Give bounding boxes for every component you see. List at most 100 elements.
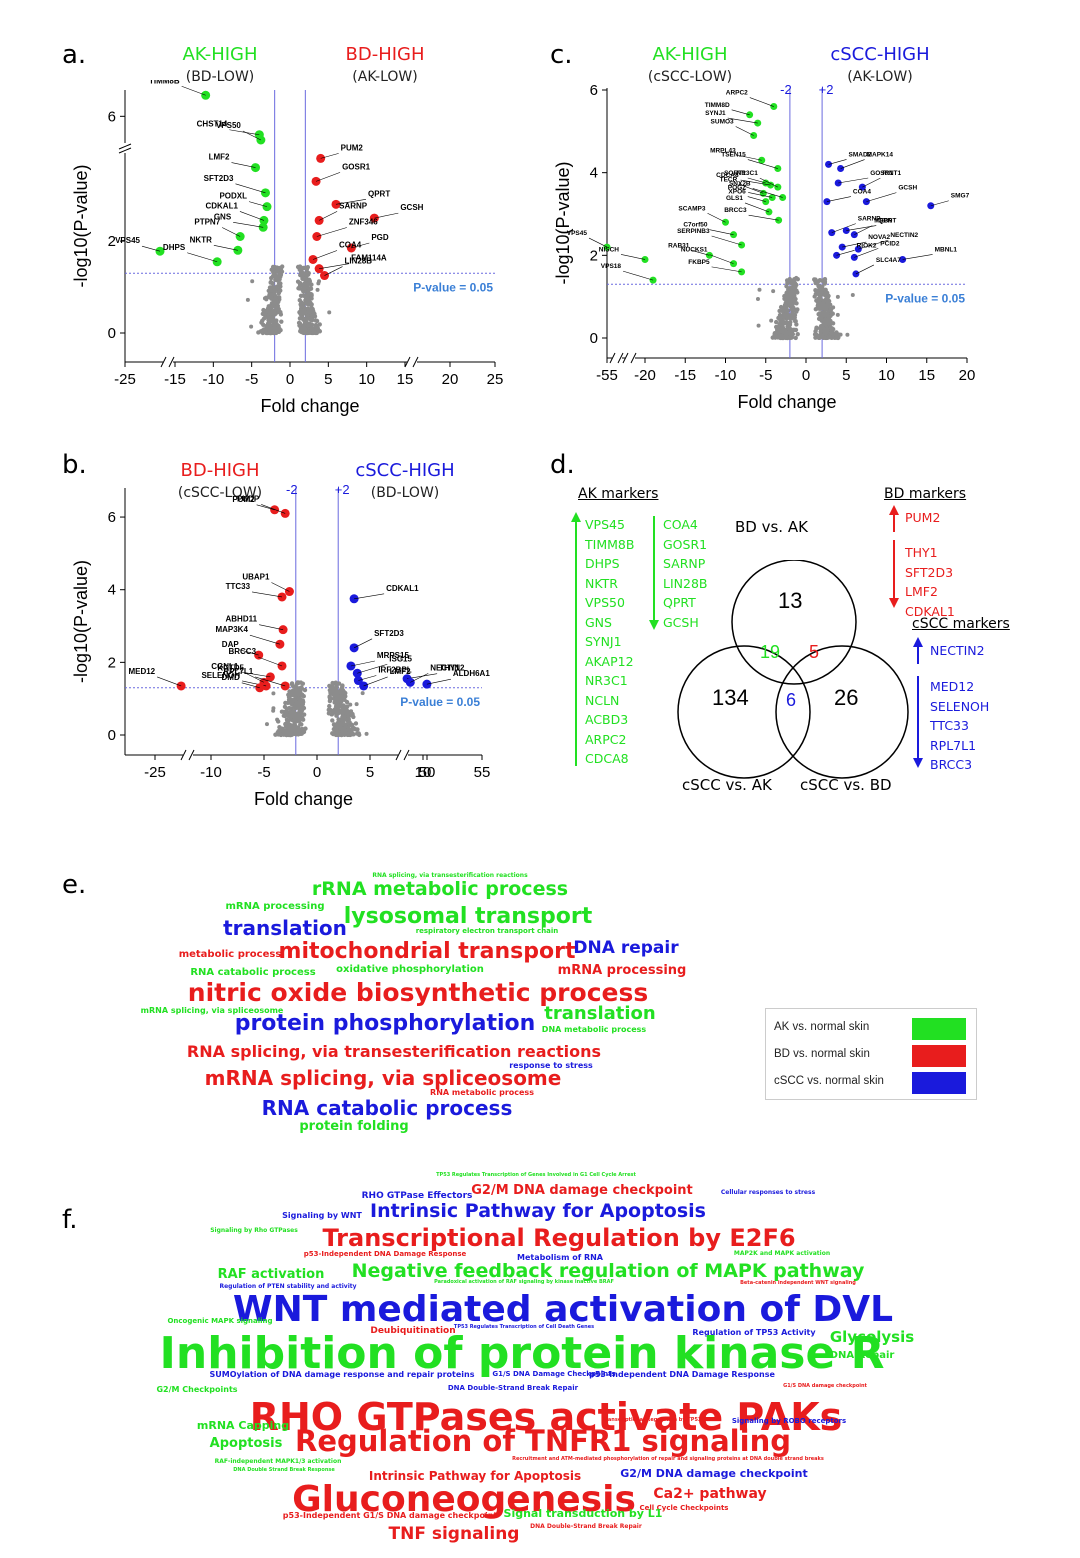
wordcloud-f-term: Cellular responses to stress <box>720 1189 816 1196</box>
ns-point <box>317 322 322 327</box>
ns-point <box>830 321 836 326</box>
marker-gene: TIMM8B <box>585 536 635 552</box>
ns-point <box>793 327 799 333</box>
ns-point <box>334 691 340 697</box>
point-label: GLS1 <box>726 195 743 202</box>
wordcloud-f-term: Intrinsic Pathway for Apoptosis <box>370 1200 706 1222</box>
x-tick-label: 5 <box>842 367 850 384</box>
marker-gene: SFT2D3 <box>905 564 954 580</box>
ns-point <box>779 321 784 327</box>
ns-point <box>302 293 307 298</box>
panel-e-letter: e. <box>62 870 87 900</box>
ns-point <box>278 284 283 289</box>
ns-point <box>327 694 332 700</box>
panel-d-letter: d. <box>550 450 575 480</box>
ns-point <box>273 296 278 302</box>
ns-point <box>307 329 312 335</box>
ns-point <box>785 314 790 320</box>
label-leader <box>709 254 734 264</box>
y-tick-label: 0 <box>590 330 598 347</box>
venn-count-csccak-csccbd: 6 <box>786 690 797 710</box>
point-label: SNX2B <box>729 180 751 187</box>
ns-point <box>813 280 818 286</box>
point-label: TECR <box>720 176 738 183</box>
ns-point <box>273 287 279 292</box>
data-point <box>280 508 290 518</box>
point-label: NISCH <box>599 246 620 253</box>
ns-point <box>332 707 337 713</box>
ns-point <box>301 265 306 271</box>
y-axis-label: -log10(P-value) <box>555 161 573 284</box>
wordcloud-e-term: oxidative phosphorylation <box>336 964 484 975</box>
label-leader <box>319 263 350 269</box>
legend-swatch-cscc <box>912 1072 966 1094</box>
point-label: PGD <box>371 233 389 242</box>
label-leader <box>187 252 218 263</box>
marker-gene: CDKAL1 <box>905 603 955 619</box>
label-leader <box>261 504 286 514</box>
point-label: DHPS <box>163 243 186 252</box>
ns-point <box>273 330 279 336</box>
wordcloud-f-term: Deubiquitination <box>370 1326 456 1336</box>
ns-point <box>337 689 343 694</box>
bd-down-list: THY1 SFT2D3 LMF2 CDKAL1 <box>905 543 955 621</box>
data-point <box>260 188 270 198</box>
ns-point <box>831 305 836 310</box>
label-leader <box>842 241 867 248</box>
panel-b-left-header: BD-HIGH (cSCC-LOW) <box>177 460 263 501</box>
data-point <box>754 119 762 127</box>
ns-point <box>825 295 830 300</box>
ns-point <box>291 691 297 696</box>
x-tick-label: 0 <box>802 367 810 384</box>
ns-point <box>305 299 310 304</box>
ns-point <box>333 703 339 709</box>
ns-point <box>267 330 273 336</box>
ns-point <box>298 698 303 703</box>
marker-gene: TTC33 <box>930 718 969 733</box>
panel-a-left-header: AK-HIGH (BD-LOW) <box>182 44 258 85</box>
marker-gene: LIN28B <box>663 575 708 591</box>
ns-point <box>289 701 294 707</box>
point-label: ALDH6A1 <box>453 669 490 678</box>
point-label: SYNJ1 <box>705 110 726 117</box>
point-label: FAM114A <box>351 254 387 263</box>
venn-label-cscc-bd: cSCC vs. BD <box>800 776 892 794</box>
label-leader <box>846 225 877 231</box>
ns-point <box>277 272 282 278</box>
ns-point <box>285 718 290 723</box>
x-tick-label: -25 <box>114 371 136 388</box>
ns-point <box>336 717 341 722</box>
bd-markers-title: BD markers <box>884 486 967 502</box>
wordcloud-f-term: Inhibition of protein kinase R <box>159 1328 885 1379</box>
x-tick-label: 15 <box>918 367 935 384</box>
ns-point <box>339 717 345 722</box>
ns-point <box>339 732 345 737</box>
ns-point <box>315 287 320 292</box>
label-leader <box>141 245 161 252</box>
ns-point <box>264 722 269 727</box>
ns-point <box>281 713 286 718</box>
y-tick-label: 0 <box>108 727 116 744</box>
marker-gene: ARPC2 <box>585 731 627 747</box>
panel-c-left-header: AK-HIGH (cSCC-LOW) <box>647 44 733 85</box>
bd-up-list: PUM2 <box>905 508 940 528</box>
label-leader <box>245 673 265 683</box>
data-point <box>767 181 775 189</box>
axis-break <box>612 354 622 362</box>
venn-count-cscc-bd-only: 26 <box>834 685 859 710</box>
point-label: SARNP <box>339 201 368 210</box>
ns-point <box>820 310 825 316</box>
ak-markers-title: AK markers <box>578 486 659 502</box>
ns-point <box>297 264 303 269</box>
x-tick-label: 5 <box>324 371 332 388</box>
point-label: TSEN15 <box>721 152 746 159</box>
wordcloud-e-term: lysosomal transport <box>343 904 593 929</box>
label-leader <box>622 270 654 281</box>
wordcloud-f-term: G1/S DNA Damage Checkpoints <box>492 1370 616 1378</box>
ns-point <box>825 312 830 317</box>
legend-swatch-bd <box>912 1045 966 1067</box>
ns-point <box>816 291 821 296</box>
ns-point <box>272 323 277 328</box>
label-leader <box>855 264 875 275</box>
point-label: RPL7L1 <box>223 667 253 676</box>
